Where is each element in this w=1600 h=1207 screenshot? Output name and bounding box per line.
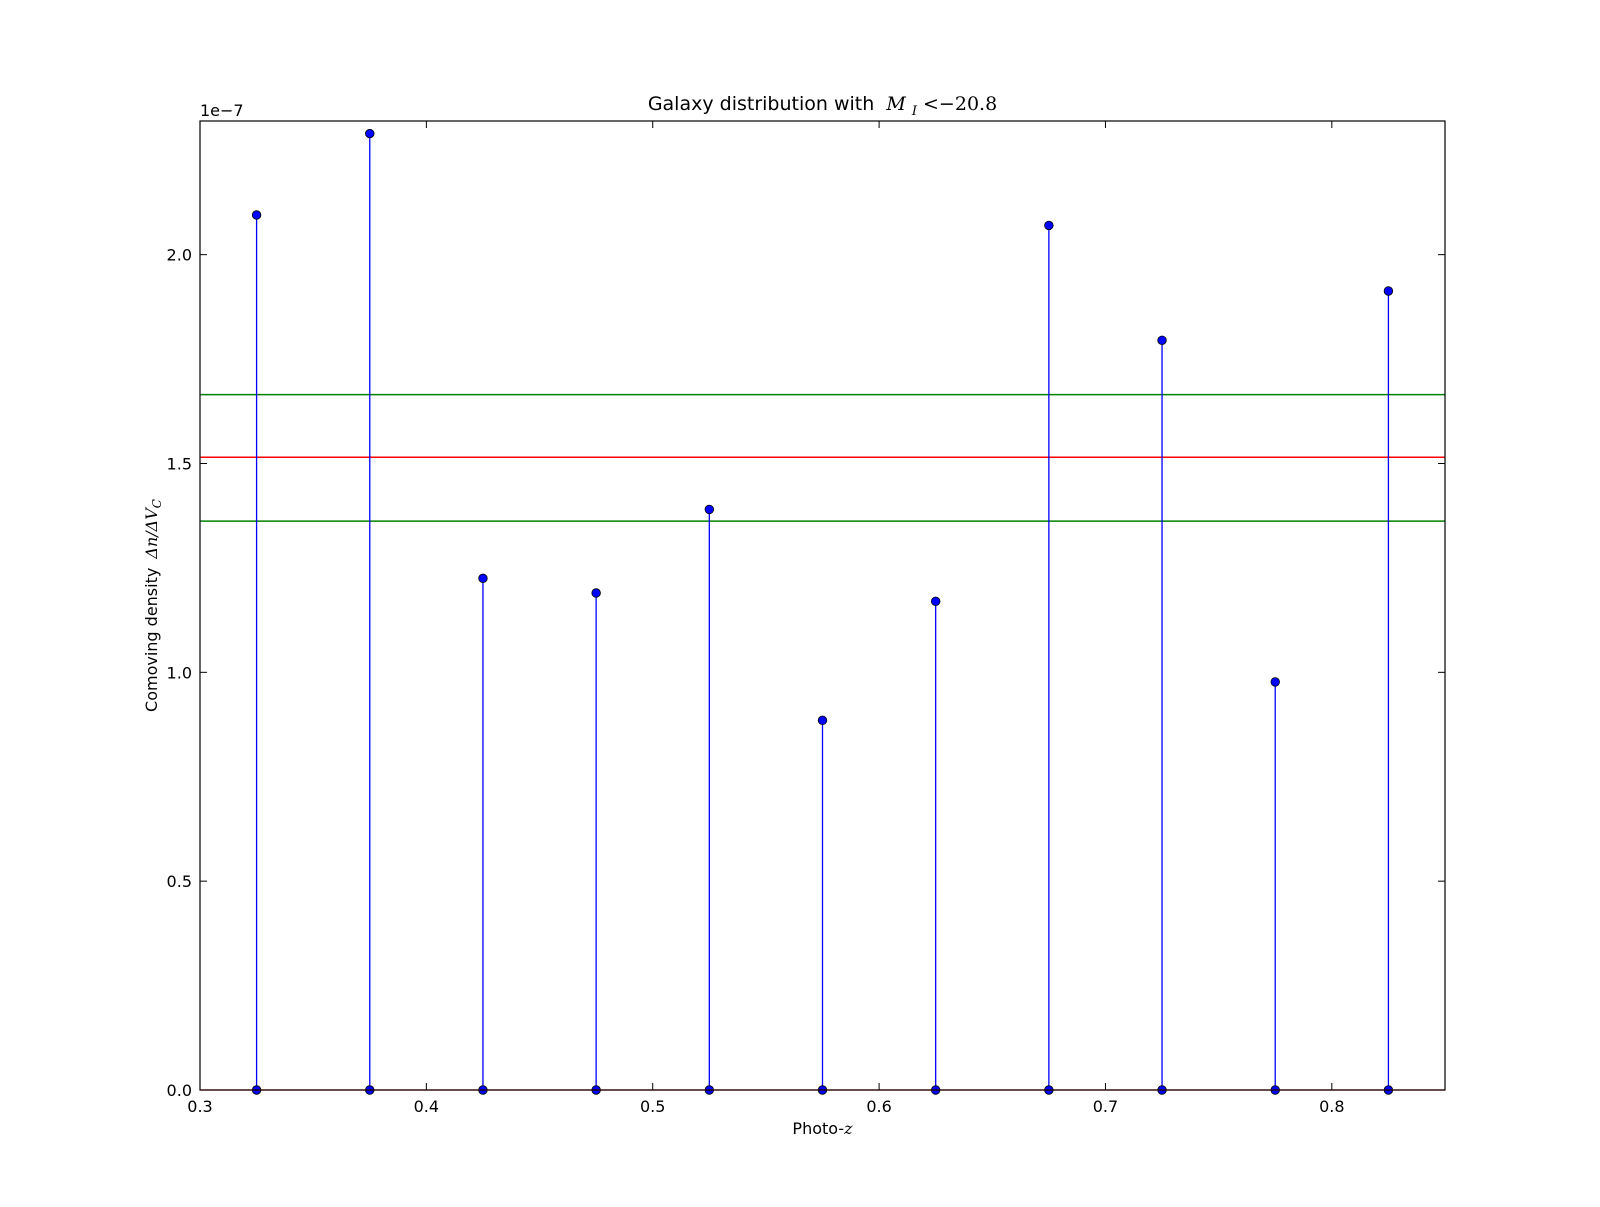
chart-title: Galaxy distribution with M I <−20.8 xyxy=(648,93,997,120)
stem-marker xyxy=(478,573,488,584)
y-axis-label-text: Comoving density xyxy=(142,568,161,712)
stem-marker xyxy=(817,715,828,726)
x-axis-label-math: z xyxy=(843,1119,853,1138)
chart-title-math-var: M xyxy=(885,93,906,115)
stem-marker xyxy=(1383,286,1394,296)
stem-marker xyxy=(1044,220,1054,231)
x-tick-label: 0.7 xyxy=(1093,1097,1118,1116)
stem-marker xyxy=(1270,677,1280,687)
chart-title-math-rel: <−20.8 xyxy=(923,93,997,115)
chart-title-math-sub: I xyxy=(911,104,918,119)
y-tick-label: 0.5 xyxy=(167,872,192,891)
y-axis-label-math-sub: C xyxy=(150,499,164,508)
x-tick-label: 0.8 xyxy=(1319,1097,1344,1116)
x-tick-label: 0.6 xyxy=(866,1097,891,1116)
y-offset-label: 1e−7 xyxy=(200,101,244,120)
y-axis-label: Comoving density Δn/ΔVC xyxy=(142,499,164,712)
stem-marker xyxy=(365,128,375,139)
stem-marker xyxy=(251,210,262,220)
axis-ticks: 0.3 0.4 0.5 0.6 0.7 0.8 0.0 0.5 1.0 1.5 2.0 xyxy=(167,121,1445,1116)
x-tick-label: 0.4 xyxy=(414,1097,439,1116)
y-axis-label-math: Δn/ΔV xyxy=(142,507,161,560)
stem-marker xyxy=(591,588,601,598)
y-tick-label: 1.0 xyxy=(167,663,192,682)
y-tick-label: 1.5 xyxy=(167,454,192,473)
stem-marker xyxy=(930,596,941,607)
y-tick-label: 0.0 xyxy=(167,1081,192,1100)
x-tick-label: 0.5 xyxy=(640,1097,665,1116)
x-tick-label: 0.3 xyxy=(187,1097,212,1116)
axes-frame xyxy=(199,120,1446,1091)
stem-marker xyxy=(1157,335,1167,345)
stem-marker xyxy=(704,504,715,515)
x-axis-label: Photo-z xyxy=(792,1119,853,1138)
y-tick-label: 2.0 xyxy=(167,246,192,265)
chart-title-text: Galaxy distribution with xyxy=(648,93,874,115)
x-axis-label-text: Photo- xyxy=(792,1119,844,1138)
